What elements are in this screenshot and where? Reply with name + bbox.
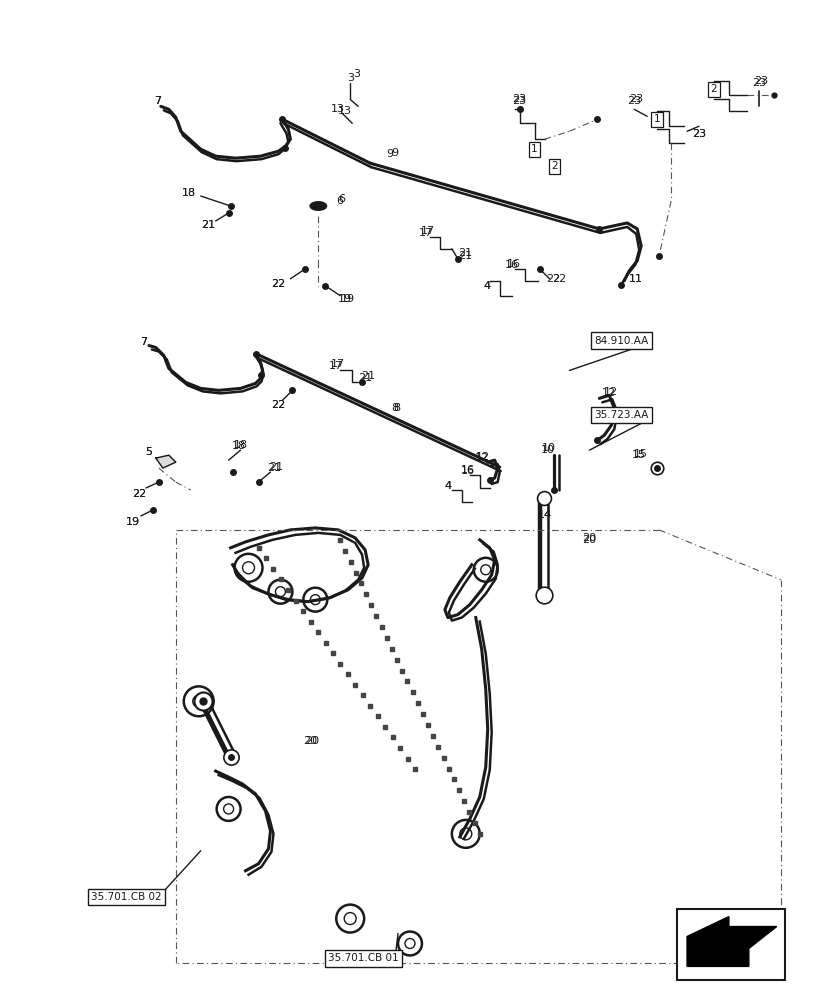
Text: 22: 22 <box>552 274 566 284</box>
Text: 2: 2 <box>551 161 558 171</box>
Text: 7: 7 <box>140 337 148 347</box>
Text: 1: 1 <box>531 144 538 154</box>
Text: 5: 5 <box>145 447 153 457</box>
Text: 17: 17 <box>419 228 433 238</box>
Text: 12: 12 <box>475 453 489 463</box>
Text: 12: 12 <box>604 387 619 397</box>
Text: 7: 7 <box>154 96 162 106</box>
Text: 4: 4 <box>483 281 490 291</box>
Text: 16: 16 <box>507 259 521 269</box>
Ellipse shape <box>309 201 327 211</box>
Text: 17: 17 <box>331 359 345 369</box>
Text: 4: 4 <box>444 481 451 491</box>
Text: 23: 23 <box>628 96 641 106</box>
Text: 20: 20 <box>304 736 317 746</box>
Text: 4: 4 <box>444 481 451 491</box>
Text: 16: 16 <box>504 260 519 270</box>
Text: 13: 13 <box>331 104 345 114</box>
Text: 15: 15 <box>634 449 648 459</box>
Text: 18: 18 <box>182 188 196 198</box>
Text: 19: 19 <box>341 294 355 304</box>
Text: 2: 2 <box>711 84 717 94</box>
Text: 20: 20 <box>305 736 319 746</box>
Text: 23: 23 <box>512 96 526 106</box>
Text: 22: 22 <box>271 400 286 410</box>
Text: 20: 20 <box>583 533 596 543</box>
Text: 16: 16 <box>461 465 475 475</box>
Text: 6: 6 <box>339 194 346 204</box>
Text: 23: 23 <box>512 94 526 104</box>
Text: 21: 21 <box>358 373 372 383</box>
Text: 15: 15 <box>632 450 646 460</box>
Text: 21: 21 <box>458 248 472 258</box>
Text: 18: 18 <box>233 440 247 450</box>
Text: 6: 6 <box>337 196 344 206</box>
Text: 13: 13 <box>338 106 353 116</box>
Text: 22: 22 <box>547 274 561 284</box>
Text: 7: 7 <box>154 96 162 106</box>
Text: 23: 23 <box>754 76 768 86</box>
Text: 21: 21 <box>202 220 215 230</box>
FancyBboxPatch shape <box>677 909 785 980</box>
Text: 84.910.AA: 84.910.AA <box>594 336 649 346</box>
Text: 19: 19 <box>126 517 140 527</box>
Text: 17: 17 <box>421 226 435 236</box>
Text: 10: 10 <box>540 445 555 455</box>
Text: 1: 1 <box>654 114 660 124</box>
Text: 23: 23 <box>629 94 643 104</box>
Text: 21: 21 <box>202 220 215 230</box>
Polygon shape <box>156 455 175 468</box>
Text: 18: 18 <box>182 188 196 198</box>
Text: 4: 4 <box>483 281 490 291</box>
Text: 5: 5 <box>145 447 153 457</box>
Text: 16: 16 <box>461 466 475 476</box>
Text: 17: 17 <box>329 361 344 371</box>
Text: 22: 22 <box>271 279 286 289</box>
Text: 9: 9 <box>387 149 393 159</box>
Text: 12: 12 <box>602 388 616 398</box>
Text: 19: 19 <box>338 294 353 304</box>
Text: 3: 3 <box>347 73 353 83</box>
Text: 20: 20 <box>583 535 596 545</box>
Polygon shape <box>687 917 777 966</box>
Text: 10: 10 <box>542 443 556 453</box>
Text: 23: 23 <box>692 129 706 139</box>
Text: 22: 22 <box>132 489 146 499</box>
Text: 14: 14 <box>538 510 552 520</box>
Text: 19: 19 <box>126 517 140 527</box>
Text: 11: 11 <box>629 274 643 284</box>
Text: 11: 11 <box>629 274 643 284</box>
Text: 21: 21 <box>458 251 472 261</box>
Text: 22: 22 <box>271 400 286 410</box>
Text: 23: 23 <box>692 129 706 139</box>
Text: 9: 9 <box>392 148 398 158</box>
Text: 21: 21 <box>268 463 282 473</box>
Text: 21: 21 <box>269 462 283 472</box>
Text: 12: 12 <box>476 452 490 462</box>
Text: 8: 8 <box>393 403 401 413</box>
Text: 3: 3 <box>353 69 361 79</box>
Text: 23: 23 <box>752 78 766 88</box>
Text: 14: 14 <box>538 510 552 520</box>
Text: 21: 21 <box>361 371 375 381</box>
Text: 7: 7 <box>140 337 148 347</box>
Text: 35.701.CB 02: 35.701.CB 02 <box>91 892 162 902</box>
Text: 22: 22 <box>132 489 146 499</box>
Text: 8: 8 <box>392 403 398 413</box>
Text: 18: 18 <box>232 441 246 451</box>
Text: 35.723.AA: 35.723.AA <box>594 410 649 420</box>
Text: 35.701.CB 01: 35.701.CB 01 <box>328 953 399 963</box>
Text: 22: 22 <box>271 279 286 289</box>
